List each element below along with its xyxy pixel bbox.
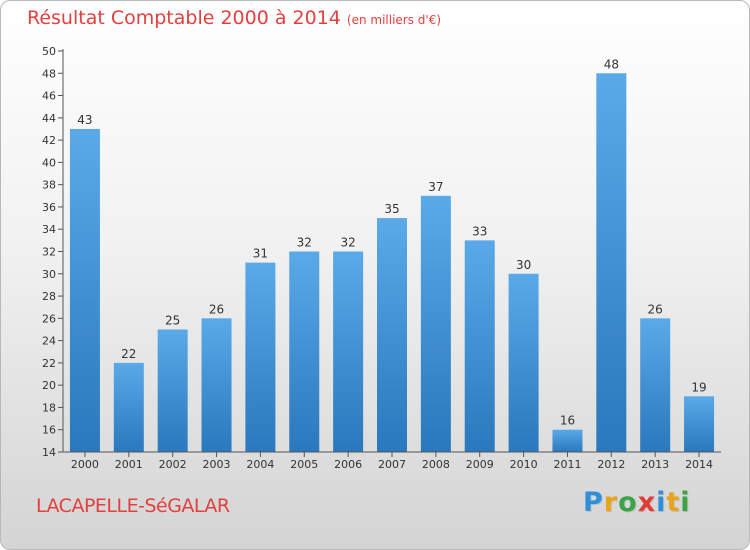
x-tick-label: 2001 xyxy=(115,458,143,471)
bar-value-label: 43 xyxy=(77,113,92,127)
commune-name: LACAPELLE-SéGALAR xyxy=(36,495,230,517)
y-tick-label: 46 xyxy=(42,90,56,103)
x-tick-label: 2004 xyxy=(246,458,274,471)
bar-value-label: 16 xyxy=(560,414,575,428)
bar-2005 xyxy=(289,251,320,452)
x-tick-label: 2005 xyxy=(290,458,318,471)
bar-value-label: 32 xyxy=(297,236,312,250)
bar-value-label: 19 xyxy=(691,380,706,394)
bars-group: 43 22 25 26 31 32 32 35 37 33 30 16 48 26 19 xyxy=(69,57,715,453)
chart-title: Résultat Comptable 2000 à 2014 (en millie… xyxy=(27,7,441,29)
bar-value-label: 22 xyxy=(121,347,136,361)
logo-letter: i xyxy=(680,487,691,518)
bar-value-label: 25 xyxy=(165,313,180,327)
bar-2009 xyxy=(464,240,495,452)
y-tick-label: 44 xyxy=(42,112,56,125)
bar-2001 xyxy=(113,362,144,452)
y-tick-label: 38 xyxy=(42,179,56,192)
bar-2011 xyxy=(552,429,583,452)
x-tick-label: 2011 xyxy=(553,458,581,471)
chart-unit: (en milliers d'€) xyxy=(346,13,442,27)
x-tick-label: 2014 xyxy=(685,458,713,471)
chart-title-text: Résultat Comptable 2000 à 2014 xyxy=(27,7,341,29)
bar-2013 xyxy=(640,318,671,452)
y-tick-label: 50 xyxy=(42,45,56,58)
bar-2008 xyxy=(420,195,451,453)
x-tick-label: 2006 xyxy=(334,458,362,471)
axes-group: 14 16 18 20 22 24 26 28 30 32 34 36 38 40 42 44 46 48 50 20… xyxy=(42,45,721,471)
y-tick-label: 16 xyxy=(42,424,56,437)
bar-2006 xyxy=(333,251,364,452)
logo-letter: x xyxy=(637,487,657,518)
x-tick-label: 2000 xyxy=(71,458,99,471)
x-tick-label: 2002 xyxy=(159,458,187,471)
x-tick-label: 2013 xyxy=(641,458,669,471)
y-tick-label: 28 xyxy=(42,290,56,303)
y-tick-label: 30 xyxy=(42,268,56,281)
bar-value-label: 37 xyxy=(428,180,443,194)
y-tick-label: 18 xyxy=(42,401,56,414)
bar-2014 xyxy=(684,396,715,452)
y-tick-label: 32 xyxy=(42,246,56,259)
logo-letter: r xyxy=(603,487,619,518)
y-tick-label: 42 xyxy=(42,134,56,147)
bar-value-label: 32 xyxy=(340,236,355,250)
y-tick-label: 34 xyxy=(42,223,56,236)
x-tick-label: 2009 xyxy=(466,458,494,471)
x-tick-label: 2007 xyxy=(378,458,406,471)
logo-letter: t xyxy=(666,487,681,518)
y-tick-label: 40 xyxy=(42,156,56,169)
x-tick-label: 2012 xyxy=(597,458,625,471)
logo-letter: i xyxy=(656,487,667,518)
bar-value-label: 30 xyxy=(516,258,531,272)
y-tick-label: 20 xyxy=(42,379,56,392)
bar-2012 xyxy=(596,73,627,453)
y-tick-label: 14 xyxy=(42,446,56,459)
bar-2010 xyxy=(508,273,539,452)
bar-2002 xyxy=(157,329,188,452)
bar-value-label: 31 xyxy=(253,247,268,261)
y-tick-label: 26 xyxy=(42,312,56,325)
bar-value-label: 33 xyxy=(472,224,487,238)
bar-2003 xyxy=(201,318,232,452)
bar-2004 xyxy=(245,262,276,452)
bar-value-label: 26 xyxy=(209,302,224,316)
logo-letter: P xyxy=(583,487,604,518)
logo-letter: o xyxy=(618,487,638,518)
bar-value-label: 48 xyxy=(604,57,619,71)
bar-2007 xyxy=(377,218,407,452)
proxiti-logo: Proxiti xyxy=(583,487,691,518)
x-tick-label: 2008 xyxy=(422,458,450,471)
y-tick-label: 22 xyxy=(42,357,56,370)
bar-2000 xyxy=(69,128,100,452)
y-tick-label: 24 xyxy=(42,335,56,348)
x-tick-label: 2003 xyxy=(203,458,231,471)
y-tick-label: 36 xyxy=(42,201,56,214)
bar-value-label: 35 xyxy=(384,202,399,216)
y-tick-label: 48 xyxy=(42,67,56,80)
bar-value-label: 26 xyxy=(648,302,663,316)
x-tick-label: 2010 xyxy=(510,458,538,471)
